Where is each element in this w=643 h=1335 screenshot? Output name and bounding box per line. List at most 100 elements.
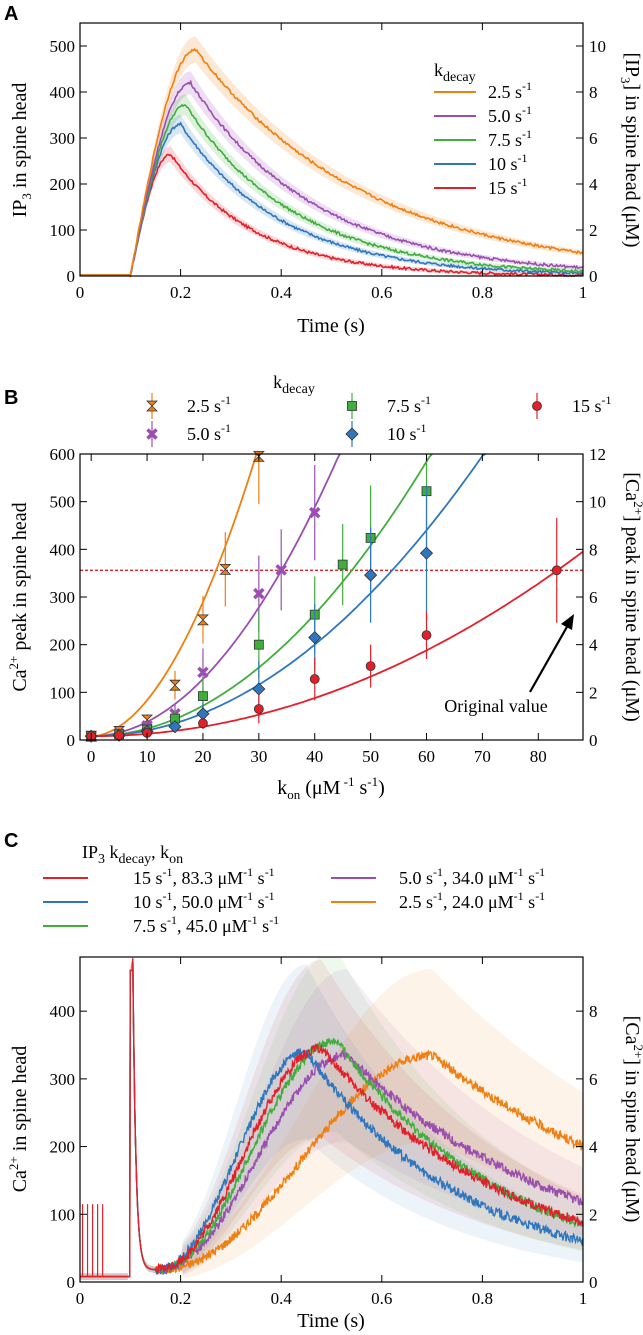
series-line-2.5s1 — [80, 47, 584, 278]
legend-label-c: 15 s-1, 83.3 μM-1 s-1 — [133, 865, 275, 888]
series-band-c — [80, 957, 583, 1280]
y-tick-label: 300 — [50, 129, 76, 148]
y-tick-label: 400 — [50, 540, 76, 559]
data-point-circle — [114, 730, 125, 741]
data-point-circle — [532, 401, 542, 411]
legend-label-c: 5.0 s-1, 34.0 μM-1 s-1 — [399, 865, 545, 888]
panel-a-x-axis-title: Time (s) — [297, 315, 365, 337]
panel-c-x-axis-title: Time (s) — [297, 1310, 365, 1332]
data-point-star — [219, 563, 232, 575]
data-point-shape — [345, 427, 359, 441]
series-band-10s1 — [80, 114, 583, 276]
series-band-c — [80, 957, 583, 1280]
y2-tick-label: 2 — [589, 221, 598, 240]
panel-letter-c: C — [4, 830, 18, 852]
x-tick-label: 0 — [76, 1289, 85, 1308]
y2-tick-label: 2 — [589, 1205, 598, 1224]
x-tick-label: 50 — [362, 747, 379, 766]
data-point-x — [275, 564, 287, 576]
data-point-shape — [169, 679, 181, 691]
series-line-15s1 — [80, 153, 584, 278]
data-point-shape — [421, 630, 432, 641]
series-line-5.0s1 — [80, 79, 584, 278]
y-tick-label: 100 — [50, 683, 76, 702]
legend-label-c: 10 s-1, 50.0 μM-1 s-1 — [133, 889, 275, 912]
data-point-shape — [198, 718, 208, 729]
y-tick-label: 200 — [50, 1138, 76, 1157]
data-point-diamond — [168, 720, 182, 734]
x-tick-label: 30 — [250, 747, 267, 766]
legend-label-b: 2.5 s-1 — [187, 393, 231, 416]
panel-b-annotation-original-value: Original value — [444, 696, 547, 716]
panel-a-x-ticks: 0 0.2 0.4 0.6 0.8 1 — [76, 23, 588, 302]
data-point-shape — [347, 401, 357, 411]
y-tick-label: 600 — [50, 445, 76, 464]
series-band-c — [80, 957, 583, 1280]
data-point-square — [347, 401, 357, 411]
data-point-shape — [308, 630, 322, 645]
panel-letter-a: A — [4, 3, 18, 25]
y2-tick-label: 6 — [589, 588, 598, 607]
data-point-shape — [114, 730, 125, 741]
panel-b-annotation-arrow — [529, 614, 574, 693]
x-tick-label: 1 — [579, 1289, 588, 1308]
y-tick-label: 200 — [50, 175, 76, 194]
fit-curve — [91, 453, 341, 738]
panel-c-legend: 15 s-1, 83.3 μM-1 s-110 s-1, 50.0 μM-1 s… — [43, 865, 545, 936]
y2-tick-label: 10 — [589, 37, 606, 56]
x-tick-label: 0 — [87, 747, 96, 766]
data-point-shape — [219, 563, 232, 575]
panel-c-x-ticks: 0 0.2 0.4 0.6 0.8 1 — [76, 957, 588, 1308]
legend-label-a: 15 s-1 — [488, 175, 528, 198]
data-point-shape — [275, 564, 287, 576]
x-tick-label: 0.8 — [472, 283, 493, 302]
panel-a-legend: kdecay 2.5 s-15.0 s-17.5 s-110 s-115 s-1 — [434, 60, 532, 198]
y2-tick-label: 4 — [589, 175, 598, 194]
panel-b-y2-ticks: 0 2 4 6 8 10 12 — [576, 445, 606, 750]
data-point-x — [253, 587, 265, 600]
legend-label-c: 7.5 s-1, 45.0 μM-1 s-1 — [133, 913, 279, 936]
x-tick-label: 1 — [579, 283, 588, 302]
panel-b-x-ticks: 0 10 20 30 40 50 60 70 80 — [87, 454, 547, 766]
data-point-circle — [309, 674, 320, 684]
series-line-10s1 — [80, 121, 584, 278]
y-tick-label: 0 — [67, 267, 76, 286]
data-point-x — [308, 506, 321, 519]
data-point-circle — [365, 661, 376, 672]
panel-c-axes-frame — [79, 956, 584, 1283]
y-tick-label: 0 — [67, 1273, 76, 1292]
data-point-shape — [196, 614, 209, 626]
data-point-shape — [197, 666, 209, 679]
y2-tick-label: 8 — [589, 1002, 598, 1021]
data-point-shape — [532, 401, 542, 411]
panel-a-y-ticks: 0 100 200 300 400 500 — [50, 37, 87, 286]
data-point-diamond — [308, 630, 322, 645]
data-point-diamond — [345, 427, 359, 441]
panel-b-legend-title: kdecay — [273, 372, 315, 397]
panel-b: B kdecay 2.5 s-1 7.5 s-1 5.0 s-1 10 s-1 15 s… — [4, 372, 643, 802]
panel-b-y2-axis-title: [Ca2+] peak in spine head (μM) — [621, 472, 643, 722]
y-tick-label: 100 — [50, 221, 76, 240]
panel-a-y2-axis-title: [IP3] in spine head (μM) — [618, 53, 643, 248]
panel-c-y2-axis-title: [Ca2+] in spine head (μM) — [621, 1016, 643, 1223]
panel-c-y-axis-title: Ca2+ in spine head — [6, 1046, 31, 1193]
panel-b-y-axis-title: Ca2+ peak in spine head — [6, 502, 31, 691]
series-band-c — [80, 957, 583, 1280]
x-tick-label: 0.4 — [271, 283, 293, 302]
panel-b-legend: 2.5 s-1 7.5 s-1 5.0 s-1 10 s-1 15 s-1 — [146, 393, 612, 447]
x-tick-label: 0.6 — [371, 1289, 392, 1308]
x-tick-label: 10 — [139, 747, 156, 766]
data-point-shape — [253, 587, 265, 600]
panel-c-y2-ticks: 0 2 4 6 8 — [576, 1002, 598, 1292]
panel-b-y-ticks: 0 100 200 300 400 500 600 — [50, 445, 87, 750]
x-tick-label: 0.2 — [170, 283, 191, 302]
data-point-shape — [253, 704, 264, 714]
x-tick-label: 0.4 — [271, 1289, 293, 1308]
legend-label-c: 2.5 s-1, 24.0 μM-1 s-1 — [399, 889, 545, 912]
data-point-circle — [421, 630, 432, 641]
y2-tick-label: 6 — [589, 129, 598, 148]
y2-tick-label: 4 — [589, 1138, 598, 1157]
data-point-square — [198, 691, 208, 702]
data-point-x — [146, 428, 158, 440]
